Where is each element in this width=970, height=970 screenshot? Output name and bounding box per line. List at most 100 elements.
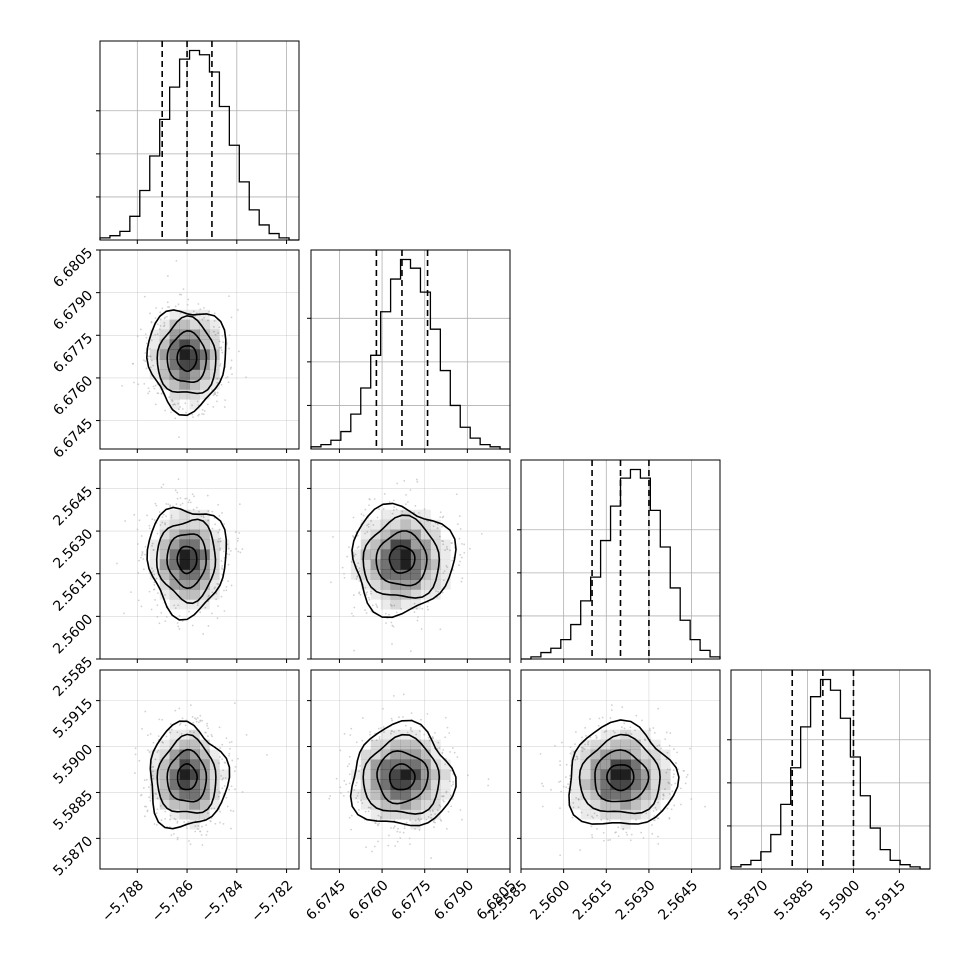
scatter-point: [162, 513, 165, 516]
scatter-point: [629, 726, 632, 729]
scatter-point: [220, 567, 223, 569]
scatter-point: [426, 605, 429, 608]
scatter-point: [364, 532, 366, 535]
scatter-point: [215, 598, 218, 601]
scatter-point: [689, 747, 691, 750]
contour-line: [594, 749, 650, 803]
density-cell: [179, 309, 190, 320]
scatter-panel-p1-p4: [96, 669, 300, 873]
density-cell: [630, 769, 641, 780]
scatter-point: [176, 497, 179, 500]
scatter-point: [213, 319, 216, 322]
scatter-point: [165, 735, 168, 738]
scatter-point: [388, 501, 391, 504]
scatter-point: [554, 744, 556, 747]
scatter-point: [642, 837, 645, 839]
scatter-point: [164, 810, 167, 813]
density-cell: [380, 529, 391, 540]
scatter-point: [219, 547, 222, 550]
density-cell: [159, 579, 170, 590]
scatter-point: [446, 548, 449, 550]
scatter-point: [368, 498, 371, 500]
scatter-point: [391, 643, 393, 645]
scatter-point: [414, 504, 417, 507]
scatter-point: [580, 746, 583, 749]
scatter-point: [348, 546, 350, 549]
scatter-point: [671, 790, 674, 793]
scatter-point: [149, 355, 152, 358]
density-cell: [410, 599, 421, 610]
scatter-point: [150, 339, 153, 342]
y-tick-label: 6.6775: [50, 330, 96, 376]
contour-line: [351, 502, 457, 619]
scatter-point: [177, 402, 179, 405]
scatter-point: [406, 731, 409, 734]
scatter-point: [343, 779, 346, 782]
density-cell: [179, 769, 190, 780]
scatter-point: [170, 834, 173, 836]
density-cell: [410, 519, 421, 530]
scatter-point: [214, 822, 217, 825]
scatter-point: [201, 408, 204, 411]
scatter-point: [421, 607, 424, 610]
scatter-point: [392, 499, 395, 502]
scatter-point: [630, 833, 633, 836]
density-cell: [420, 569, 431, 580]
scatter-point: [225, 586, 228, 588]
density-cell: [179, 579, 190, 590]
scatter-point: [179, 406, 182, 408]
panel-frame: [310, 249, 511, 450]
contour-line: [146, 506, 228, 621]
panel-frame: [99, 249, 300, 450]
scatter-point: [390, 621, 393, 624]
scatter-point: [350, 560, 353, 563]
scatter-point: [230, 584, 233, 587]
density-cell: [620, 789, 631, 800]
scatter-point: [430, 857, 432, 859]
density-cell: [169, 549, 180, 560]
scatter-point: [442, 579, 445, 582]
scatter-point: [161, 718, 164, 721]
scatter-point: [178, 615, 181, 617]
scatter-point: [160, 486, 163, 489]
scatter-point: [339, 786, 342, 789]
density-cell: [400, 749, 411, 760]
scatter-point: [193, 731, 195, 734]
scatter-point: [585, 734, 587, 737]
scatter-point: [137, 383, 140, 386]
scatter-point: [415, 478, 418, 481]
scatter-point: [130, 591, 132, 594]
scatter-point: [234, 531, 237, 534]
scatter-point: [191, 493, 194, 496]
scatter-point: [378, 736, 381, 738]
density-cell: [590, 739, 601, 750]
scatter-point: [343, 733, 346, 735]
scatter-point: [361, 717, 364, 719]
scatter-point: [147, 387, 150, 390]
scatter-point: [151, 359, 153, 362]
density-cell: [630, 809, 641, 820]
scatter-point: [450, 784, 453, 787]
density-cell: [159, 559, 170, 570]
scatter-point: [617, 835, 620, 838]
density-cell: [169, 309, 180, 320]
scatter-point: [220, 346, 223, 349]
scatter-point: [423, 508, 426, 511]
contour-line: [388, 545, 416, 574]
density-cell: [590, 799, 601, 810]
density-cell: [189, 339, 200, 350]
scatter-point: [617, 826, 620, 829]
scatter-point: [623, 727, 626, 730]
scatter-point: [589, 736, 592, 739]
scatter-point: [143, 815, 146, 818]
density-cell: [400, 549, 411, 560]
scatter-point: [148, 527, 151, 530]
scatter-point: [223, 589, 225, 592]
scatter-point: [188, 499, 191, 501]
scatter-point: [587, 743, 590, 746]
scatter-point: [146, 514, 149, 517]
scatter-point: [152, 385, 155, 388]
density-cell: [199, 749, 210, 760]
density-cell: [650, 779, 661, 790]
density-cell: [420, 799, 431, 810]
